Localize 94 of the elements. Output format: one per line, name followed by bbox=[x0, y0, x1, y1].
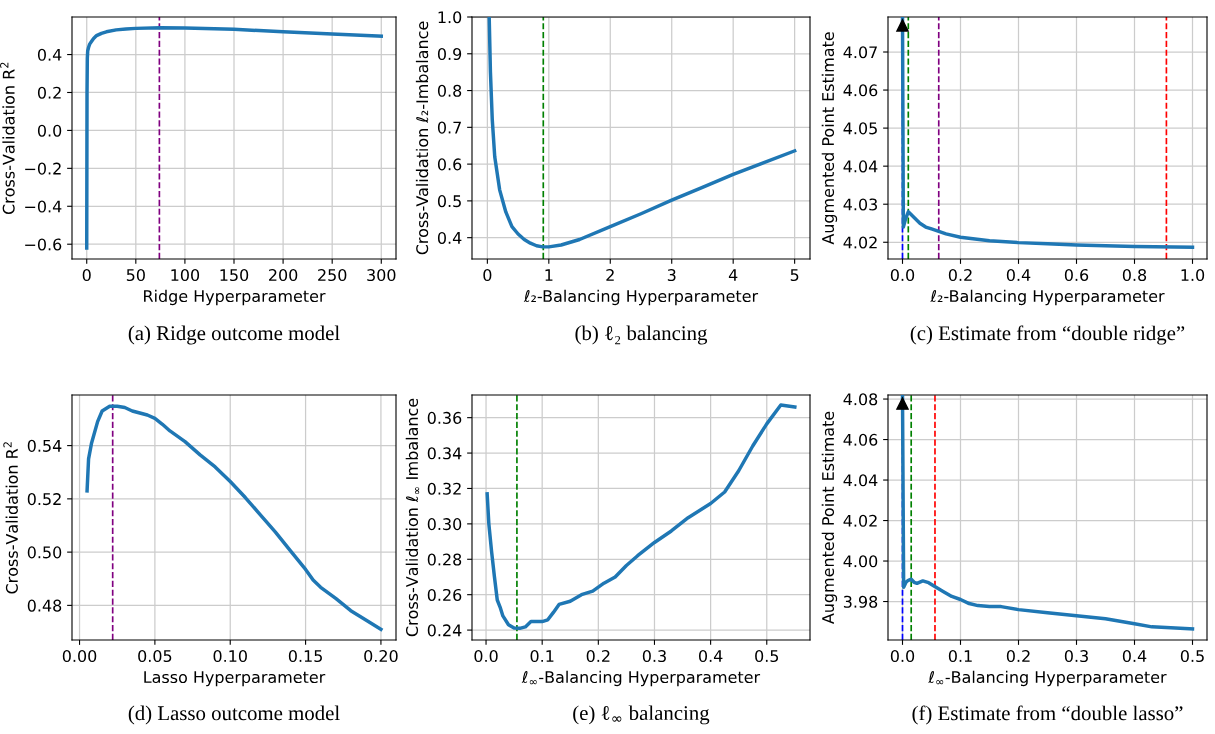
y-axis-title: Cross-Validation R$^{2}$ bbox=[3, 442, 18, 594]
text: (c) Estimate from “double ridge” bbox=[910, 325, 1185, 345]
y-tick-label: 0.28 bbox=[427, 553, 462, 566]
x-tick-label: 0.05 bbox=[138, 650, 172, 663]
y-tick-label: 4.04 bbox=[843, 474, 878, 487]
x-tick-label: 0.4 bbox=[698, 650, 723, 663]
y-tick-label: 0.52 bbox=[27, 493, 61, 506]
y-tick-label: 0.48 bbox=[27, 599, 62, 612]
y-tick-label: 0.36 bbox=[427, 411, 462, 424]
x-tick-label: 0.4 bbox=[1006, 269, 1031, 282]
line-series bbox=[84, 26, 384, 250]
x-tick-label: 0.15 bbox=[288, 650, 322, 663]
y-tick-label: 3.98 bbox=[843, 595, 878, 608]
x-tick-label: 0.3 bbox=[642, 650, 666, 663]
x-tick-label: 200 bbox=[269, 269, 298, 282]
y-tick-label: 0.8 bbox=[437, 84, 462, 97]
y-axis-title: Cross-Validation ℓ₂-Imbalance bbox=[415, 21, 429, 255]
x-tick-label: 0.5 bbox=[755, 650, 779, 663]
y-tick-label: 4.02 bbox=[843, 236, 877, 249]
y-tick-label: 4.07 bbox=[843, 46, 877, 59]
x-tick-label: 0.20 bbox=[364, 650, 398, 663]
y-tick-label: 0.4 bbox=[437, 231, 462, 244]
y-tick-label: −0.4 bbox=[25, 200, 62, 213]
x-axis-title: ℓ₂-Balancing Hyperparameter bbox=[930, 289, 1165, 306]
text: (f) Estimate from “double lasso” bbox=[912, 705, 1183, 725]
x-axis-title: ℓ$_{∞}$-Balancing Hyperparameter bbox=[928, 670, 1167, 687]
y-axis-title: Cross-Validation ℓ$_{∞}$ Imbalance bbox=[405, 398, 420, 637]
x-tick-label: 2 bbox=[606, 269, 614, 281]
line-series bbox=[85, 404, 383, 632]
x-tick-label: 0.00 bbox=[62, 650, 97, 663]
x-tick-label: 50 bbox=[126, 269, 145, 282]
x-tick-label: 0.2 bbox=[586, 650, 610, 663]
y-tick-label: 0.30 bbox=[427, 518, 462, 531]
text: (d) Lasso outcome model bbox=[128, 705, 340, 725]
y-tick-label: 0.34 bbox=[427, 447, 462, 460]
x-tick-label: 0.8 bbox=[1122, 269, 1147, 282]
y-axis-title: Augmented Point Estimate bbox=[821, 411, 838, 625]
y-tick-label: 4.05 bbox=[843, 122, 877, 135]
x-tick-label: 0.1 bbox=[948, 650, 972, 663]
x-tick-label: 1 bbox=[545, 269, 553, 281]
x-tick-label: 4 bbox=[728, 269, 738, 281]
x-tick-label: 250 bbox=[318, 269, 347, 282]
text: (b) ℓ₂ balancing bbox=[575, 325, 708, 345]
y-tick-label: 0.54 bbox=[27, 439, 62, 452]
x-tick-label: 0.3 bbox=[1064, 650, 1088, 663]
x-tick-label: 0.0 bbox=[890, 269, 915, 282]
x-tick-label: 0.5 bbox=[1180, 650, 1204, 663]
y-tick-label: 0.4 bbox=[37, 48, 62, 61]
y-tick-label: 0.50 bbox=[27, 546, 62, 559]
y-tick-label: 0.0 bbox=[37, 124, 62, 137]
x-tick-label: 3 bbox=[667, 269, 676, 282]
x-tick-label: 0 bbox=[483, 269, 492, 282]
y-axis-title: Cross-Validation R$^{2}$ bbox=[0, 62, 15, 215]
line-series bbox=[487, 17, 797, 249]
x-tick-label: 0.0 bbox=[890, 650, 915, 663]
y-tick-label: 0.9 bbox=[437, 47, 462, 61]
line-series bbox=[485, 403, 797, 631]
x-tick-label: 0.10 bbox=[213, 650, 247, 663]
y-tick-label: 4.04 bbox=[843, 160, 878, 173]
x-tick-label: 5 bbox=[790, 269, 799, 282]
y-tick-label: 0.5 bbox=[437, 195, 461, 208]
y-tick-label: 4.03 bbox=[843, 198, 877, 211]
x-tick-label: 0.6 bbox=[1064, 269, 1089, 282]
x-tick-label: 300 bbox=[367, 269, 396, 282]
y-tick-label: −0.2 bbox=[25, 162, 61, 175]
x-axis-title: Lasso Hyperparameter bbox=[144, 671, 326, 687]
x-tick-label: 0.1 bbox=[530, 650, 554, 663]
y-tick-label: 4.08 bbox=[843, 393, 878, 406]
x-tick-label: 0 bbox=[82, 269, 91, 282]
y-tick-label: 0.24 bbox=[427, 624, 462, 637]
x-tick-label: 0.4 bbox=[1122, 650, 1147, 663]
x-axis-title: ℓ₂-Balancing Hyperparameter bbox=[523, 289, 759, 306]
x-tick-label: 100 bbox=[171, 269, 200, 282]
x-tick-label: 0.2 bbox=[948, 269, 972, 282]
y-tick-label: 0.2 bbox=[37, 86, 61, 99]
y-tick-label: 0.7 bbox=[437, 121, 461, 134]
y-tick-label: 0.26 bbox=[427, 588, 462, 601]
y-tick-label: 0.6 bbox=[437, 158, 462, 171]
y-tick-label: 4.00 bbox=[843, 555, 878, 568]
y-tick-label: 0.32 bbox=[427, 482, 461, 495]
y-tick-label: 1.0 bbox=[438, 11, 462, 24]
y-tick-label: 4.02 bbox=[843, 514, 877, 527]
y-tick-label: 4.06 bbox=[843, 433, 878, 446]
x-axis-title: ℓ$_{∞}$-Balancing Hyperparameter bbox=[521, 670, 761, 687]
x-tick-label: 150 bbox=[220, 269, 249, 282]
y-tick-label: −0.6 bbox=[25, 238, 62, 251]
x-tick-label: 0.2 bbox=[1006, 650, 1030, 663]
x-axis-title: Ridge Hyperparameter bbox=[144, 289, 326, 306]
text: (a) Ridge outcome model bbox=[128, 325, 340, 345]
x-tick-label: 0.0 bbox=[474, 650, 498, 663]
y-tick-label: 4.06 bbox=[843, 84, 878, 97]
text: (e) ℓ$_{∞}$ balancing bbox=[573, 705, 710, 725]
y-axis-title: Augmented Point Estimate bbox=[821, 32, 838, 245]
x-tick-label: 1.0 bbox=[1181, 269, 1205, 282]
